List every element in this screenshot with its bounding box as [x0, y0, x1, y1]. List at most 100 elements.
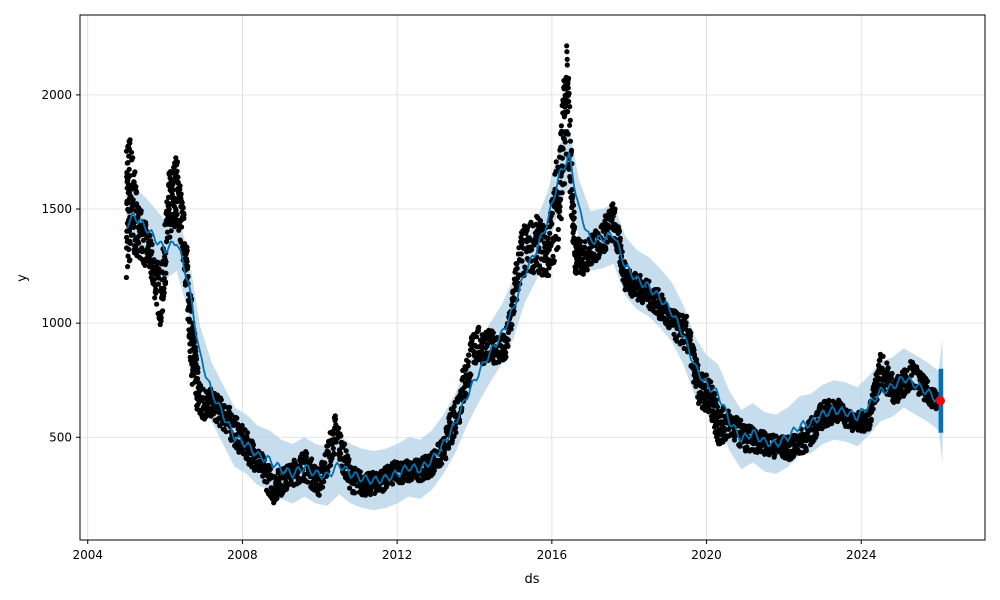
observed-point [463, 391, 469, 397]
observed-point [446, 445, 452, 451]
observed-point [814, 431, 820, 437]
observed-point [330, 431, 336, 437]
observed-point [455, 399, 461, 405]
observed-point [192, 344, 199, 351]
observed-point [126, 166, 132, 172]
observed-point [139, 249, 145, 255]
observed-point [130, 224, 137, 230]
observed-point [555, 226, 561, 233]
observed-point [564, 62, 570, 68]
observed-point [558, 196, 564, 202]
observed-point [133, 244, 139, 250]
observed-point [136, 240, 142, 246]
observed-point [708, 379, 714, 385]
observed-point [612, 206, 618, 212]
observed-point [547, 230, 553, 236]
observed-point [226, 404, 233, 410]
observed-point [453, 425, 459, 431]
observed-point [616, 228, 623, 235]
observed-point [520, 245, 526, 251]
observed-point [484, 341, 490, 348]
observed-point [170, 187, 176, 193]
observed-point [519, 258, 525, 264]
observed-point [181, 215, 187, 222]
observed-point [580, 271, 586, 277]
observed-point [564, 43, 570, 49]
observed-point [181, 212, 187, 218]
observed-point [553, 168, 559, 175]
observed-point [561, 181, 568, 187]
observed-point [275, 470, 281, 476]
observed-point [546, 265, 552, 271]
observed-point [559, 190, 565, 196]
observed-point [221, 402, 227, 409]
observed-point [466, 352, 472, 358]
y-axis-label: y [15, 274, 30, 282]
observed-point [674, 338, 680, 344]
observed-point [880, 353, 886, 359]
observed-point [466, 378, 472, 384]
observed-point [151, 277, 157, 283]
observed-point [511, 308, 517, 314]
observed-point [152, 295, 158, 301]
observed-point [128, 149, 135, 155]
observed-point [244, 430, 251, 436]
observed-point [167, 234, 173, 240]
x-tick-label: 2008 [227, 548, 258, 562]
observed-point [558, 216, 564, 222]
observed-point [250, 442, 256, 448]
observed-point [130, 155, 136, 161]
observed-point [617, 235, 623, 241]
x-tick-label: 2020 [691, 548, 722, 562]
observed-point [138, 208, 144, 214]
observed-point [571, 202, 577, 208]
observed-point [503, 350, 509, 356]
observed-point [531, 270, 537, 276]
observed-point [549, 221, 555, 227]
observed-point [149, 249, 155, 255]
observed-point [175, 174, 181, 180]
observed-point [553, 159, 559, 165]
observed-point [899, 382, 905, 388]
observed-point [174, 159, 181, 165]
observed-point [133, 189, 140, 195]
observed-point [451, 408, 457, 414]
observed-point [564, 56, 570, 63]
observed-point [476, 324, 482, 330]
observed-point [569, 187, 575, 193]
observed-point [130, 232, 136, 238]
observed-point [465, 363, 471, 369]
observed-point [555, 236, 562, 242]
observed-point [293, 461, 299, 467]
observed-point [571, 209, 577, 215]
observed-point [582, 239, 588, 245]
observed-point [338, 433, 344, 439]
observed-point [332, 416, 339, 422]
observed-point [567, 117, 573, 123]
observed-point [223, 429, 229, 435]
observed-point [453, 429, 459, 436]
observed-point [533, 259, 540, 265]
observed-point [331, 450, 337, 456]
observed-point [267, 466, 273, 472]
observed-point [330, 445, 336, 451]
observed-point [169, 192, 175, 198]
observed-point [127, 240, 133, 246]
observed-point [564, 49, 570, 55]
highlight-point [936, 396, 946, 406]
observed-point [505, 337, 511, 343]
observed-point [390, 481, 396, 487]
observed-point [540, 249, 546, 255]
observed-point [518, 251, 524, 257]
observed-point [154, 301, 160, 307]
observed-point [179, 224, 185, 230]
observed-point [562, 139, 568, 145]
observed-points [123, 43, 942, 506]
observed-point [278, 482, 284, 488]
observed-point [127, 137, 133, 143]
observed-point [565, 85, 571, 91]
observed-point [546, 272, 552, 279]
observed-point [803, 448, 809, 454]
observed-point [239, 422, 245, 429]
observed-point [184, 258, 190, 264]
